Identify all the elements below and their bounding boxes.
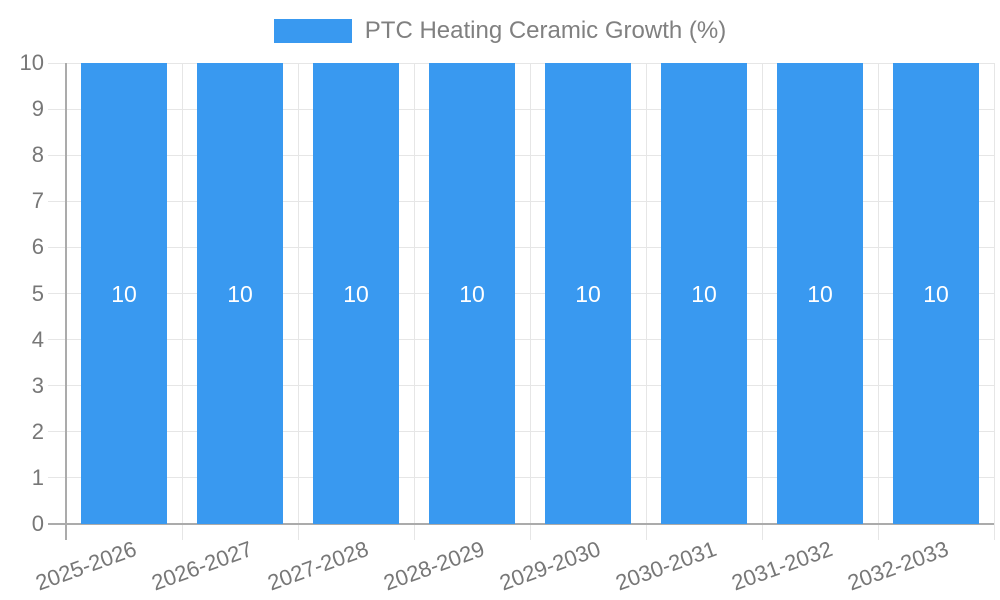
y-axis-tick-label: 5 <box>31 280 44 306</box>
bar-value-label: 10 <box>807 280 833 307</box>
x-axis-tick-label: 2027-2028 <box>264 536 372 596</box>
y-axis-tick-label: 2 <box>31 418 44 444</box>
x-gridline <box>529 63 531 540</box>
x-axis-tick-label: 2025-2026 <box>32 536 140 596</box>
bar[interactable] <box>661 63 747 524</box>
bar[interactable] <box>429 63 515 524</box>
y-gridline <box>48 200 994 202</box>
bar-value-label: 10 <box>111 280 137 307</box>
y-gridline <box>48 339 994 341</box>
x-axis-tick-label: 2028-2029 <box>380 536 488 596</box>
bar[interactable] <box>313 63 399 524</box>
x-axis-tick-label: 2026-2027 <box>148 536 256 596</box>
y-gridline <box>48 246 994 248</box>
bar[interactable] <box>81 63 167 524</box>
x-gridline <box>645 63 647 540</box>
y-axis-tick-label: 7 <box>31 188 44 214</box>
legend-label: PTC Heating Ceramic Growth (%) <box>364 17 727 44</box>
y-axis-tick-label: 0 <box>31 511 44 536</box>
bar-value-label: 10 <box>227 280 253 307</box>
y-axis-tick-label: 8 <box>31 142 44 168</box>
y-axis-tick-label: 6 <box>31 234 44 260</box>
y-axis-tick-label: 9 <box>31 96 44 122</box>
y-axis-tick-label: 3 <box>31 372 44 398</box>
x-axis-tick-label: 2032-2033 <box>844 536 952 596</box>
y-axis-line <box>65 63 67 540</box>
bar-value-label: 10 <box>343 280 369 307</box>
bar[interactable] <box>545 63 631 524</box>
y-gridline <box>48 385 994 387</box>
x-axis-line <box>48 523 994 525</box>
x-gridline <box>413 63 415 540</box>
bar[interactable] <box>777 63 863 524</box>
chart-legend[interactable]: PTC Heating Ceramic Growth (%) <box>0 16 1000 46</box>
y-gridline <box>48 108 994 110</box>
x-axis-tick-label: 2030-2031 <box>612 536 720 596</box>
bar-value-label: 10 <box>575 280 601 307</box>
bar-value-label: 10 <box>459 280 485 307</box>
y-gridline <box>48 154 994 156</box>
x-gridline <box>297 63 299 540</box>
y-gridline <box>48 431 994 433</box>
y-gridline <box>48 477 994 479</box>
x-gridline <box>181 63 183 540</box>
bar-value-label: 10 <box>691 280 717 307</box>
x-axis-tick-label: 2031-2032 <box>728 536 836 596</box>
y-gridline <box>48 293 994 294</box>
x-gridline <box>993 63 995 540</box>
x-gridline <box>761 63 763 540</box>
bar[interactable] <box>197 63 283 524</box>
bar[interactable] <box>893 63 979 524</box>
y-axis-tick-label: 10 <box>19 50 44 75</box>
y-axis-tick-label: 1 <box>31 464 44 490</box>
x-axis-tick-label: 2029-2030 <box>496 536 604 596</box>
y-axis-tick-label: 4 <box>31 326 44 352</box>
y-gridline <box>48 62 994 64</box>
bar-value-label: 10 <box>923 280 949 307</box>
x-gridline <box>877 63 879 540</box>
legend-swatch-icon <box>273 19 352 43</box>
